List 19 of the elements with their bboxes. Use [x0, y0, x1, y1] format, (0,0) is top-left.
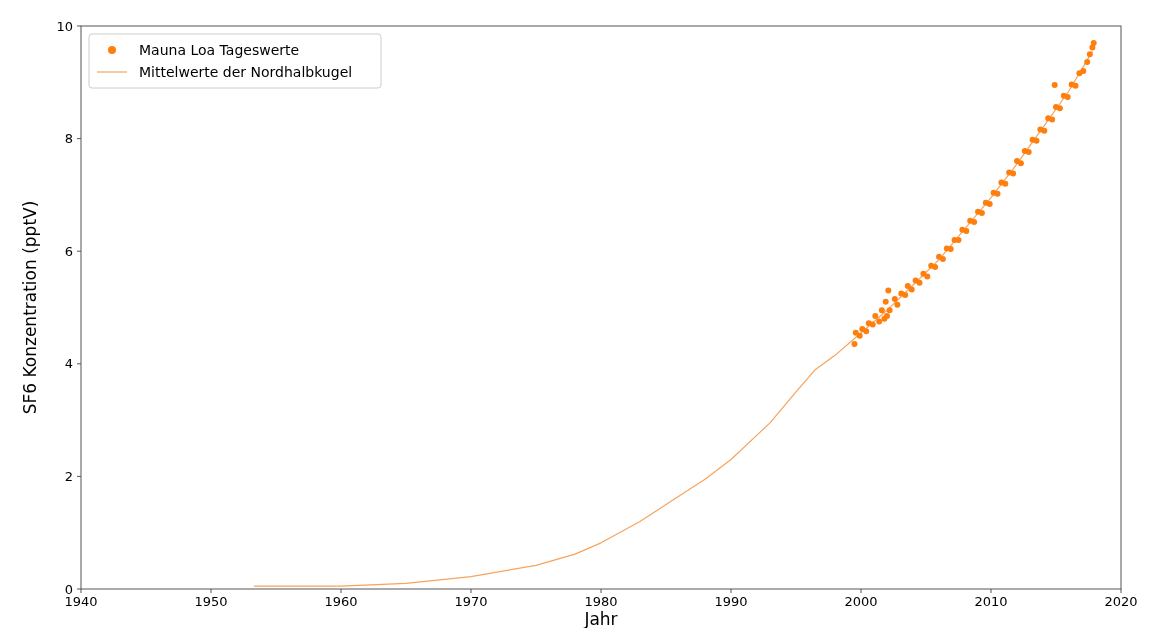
x-tick-label: 1970 — [454, 594, 488, 609]
y-tick-label: 0 — [64, 581, 73, 597]
legend-label: Mauna Loa Tageswerte — [139, 42, 300, 58]
y-tick-label: 8 — [64, 131, 73, 147]
x-tick-label: 2020 — [1104, 594, 1138, 609]
x-tick-label: 2010 — [974, 594, 1008, 609]
x-axis-title: Jahr — [583, 609, 618, 629]
y-axis-title: SF6 Konzentration (pptV) — [20, 200, 40, 415]
x-tick-label: 2000 — [844, 594, 878, 609]
x-tick-label: 1940 — [64, 594, 98, 609]
y-tick-label: 2 — [64, 468, 73, 484]
legend-label: Mittelwerte der Nordhalbkugel — [139, 64, 353, 80]
y-tick-label: 10 — [56, 18, 73, 34]
x-tick-label: 1950 — [194, 594, 228, 609]
y-tick-label: 6 — [64, 243, 73, 259]
x-tick-label: 1980 — [584, 594, 618, 609]
x-tick-label: 1960 — [324, 594, 358, 609]
x-tick-label: 1990 — [714, 594, 748, 609]
y-tick-label: 4 — [64, 356, 73, 372]
